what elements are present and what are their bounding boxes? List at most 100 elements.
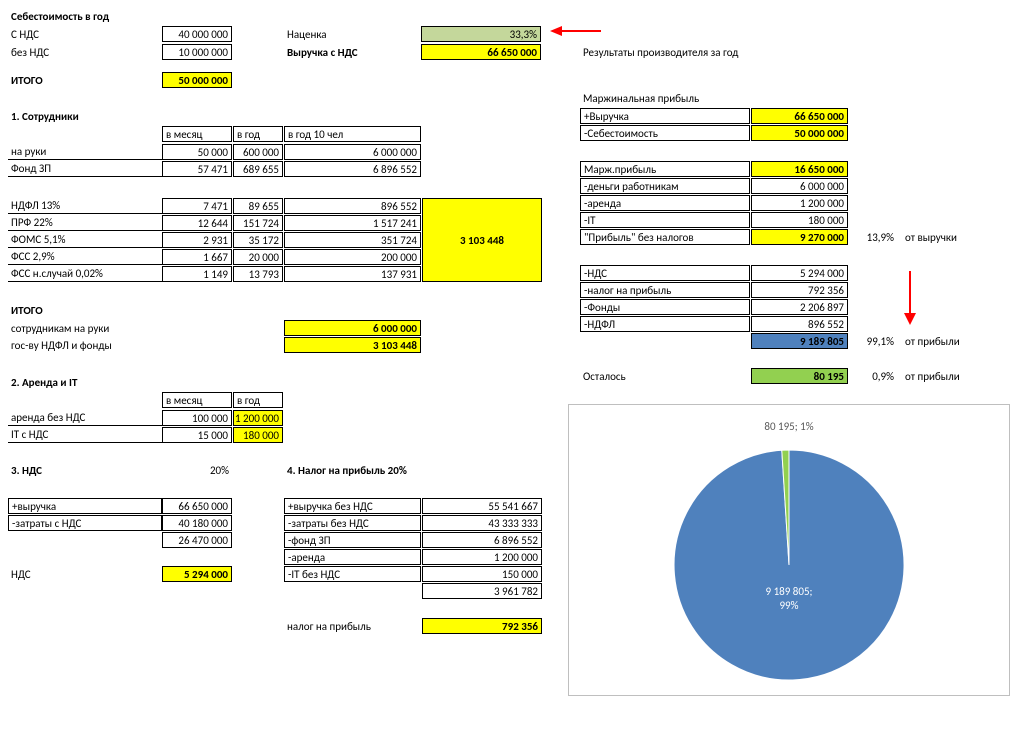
tax-label: ФОМС 5,1%: [8, 232, 162, 248]
emp-total-label: ИТОГО: [8, 302, 158, 318]
vat-result[interactable]: 5 294 000: [162, 566, 232, 582]
tax-label: ФСС 2,9%: [8, 249, 162, 265]
tax-m[interactable]: 7 471: [162, 198, 232, 214]
tax-label: НДФЛ 13%: [8, 198, 162, 214]
r-left-note: от прибыли: [902, 368, 992, 384]
emp-row-y10[interactable]: 6 896 552: [284, 161, 421, 177]
to-gov-label: гос-ву НДФЛ и фонды: [8, 337, 162, 353]
cost-total-label: ИТОГО: [8, 72, 108, 88]
r-left[interactable]: 80 195: [751, 368, 848, 384]
ptax-row-v[interactable]: 6 896 552: [422, 532, 542, 548]
r-rev-label: +Выручка: [580, 108, 750, 124]
tax-m[interactable]: 1 667: [162, 249, 232, 265]
r-it-label: -IT: [580, 212, 750, 228]
emp-h-year: в год: [233, 126, 283, 142]
r-margin[interactable]: 16 650 000: [751, 161, 848, 177]
vat-rev-label: +выручка: [8, 498, 162, 514]
r-workers[interactable]: 6 000 000: [751, 178, 848, 194]
it-y[interactable]: 180 000: [233, 427, 283, 443]
tax-y10[interactable]: 1 517 241: [284, 215, 421, 231]
to-hands[interactable]: 6 000 000: [284, 320, 421, 336]
ptax-row-v[interactable]: 43 333 333: [422, 515, 542, 531]
ptax-result-label: налог на прибыль: [284, 618, 421, 634]
tax-m[interactable]: 1 149: [162, 266, 232, 282]
r-ptax-label: -налог на прибыль: [580, 282, 750, 298]
r-rent[interactable]: 1 200 000: [751, 195, 848, 211]
tax-m[interactable]: 12 644: [162, 215, 232, 231]
cost-with-vat[interactable]: 40 000 000: [162, 26, 232, 42]
tax-y10[interactable]: 896 552: [284, 198, 421, 214]
emp-row-y[interactable]: 600 000: [233, 144, 283, 160]
vat-costs[interactable]: 40 180 000: [162, 515, 232, 531]
ptax-row-v[interactable]: 150 000: [422, 566, 542, 582]
cost-without-vat[interactable]: 10 000 000: [162, 44, 232, 60]
emp-h-year10: в год 10 чел: [284, 126, 421, 142]
cost-with-vat-label: С НДС: [8, 26, 108, 42]
emp-row-y10[interactable]: 6 000 000: [284, 144, 421, 160]
rev-value[interactable]: 66 650 000: [421, 44, 541, 60]
vat-rev[interactable]: 66 650 000: [162, 498, 232, 514]
ptax-row-label: -IT без НДС: [284, 566, 421, 582]
r-rev[interactable]: 66 650 000: [751, 108, 848, 124]
emp-title: 1. Сотрудники: [8, 108, 158, 124]
pie-label-99-a: 9 189 805;: [766, 585, 813, 598]
it-label: IT с НДС: [8, 427, 162, 443]
r-ndfl[interactable]: 896 552: [751, 316, 848, 332]
cost-title: Себестоимость в год: [8, 8, 164, 24]
r-margin-label: Марж.прибыль: [580, 161, 750, 177]
rent-m[interactable]: 100 000: [162, 410, 232, 426]
ptax-row-v[interactable]: 1 200 000: [422, 549, 542, 565]
emp-row-m[interactable]: 50 000: [162, 144, 232, 160]
tax-y10[interactable]: 200 000: [284, 249, 421, 265]
r-left-label: Осталось: [580, 368, 750, 384]
cost-total[interactable]: 50 000 000: [162, 72, 232, 88]
to-gov[interactable]: 3 103 448: [284, 337, 421, 353]
cost-without-vat-label: без НДС: [8, 44, 108, 60]
emp-row-m[interactable]: 57 471: [162, 161, 232, 177]
r-profit[interactable]: 9 270 000: [751, 229, 848, 245]
it-m[interactable]: 15 000: [162, 427, 232, 443]
emp-row-label: Фонд ЗП: [8, 161, 162, 177]
rev-label: Выручка с НДС: [284, 44, 404, 60]
rent-h-month: в месяц: [162, 392, 232, 408]
vat-diff[interactable]: 26 470 000: [162, 532, 232, 548]
r-rent-label: -аренда: [580, 195, 750, 211]
tax-y[interactable]: 89 655: [233, 198, 283, 214]
vat-costs-label: -затраты с НДС: [8, 515, 162, 531]
r-it[interactable]: 180 000: [751, 212, 848, 228]
tax-y[interactable]: 20 000: [233, 249, 283, 265]
tax-y[interactable]: 35 172: [233, 232, 283, 248]
r-vat[interactable]: 5 294 000: [751, 265, 848, 281]
tax-y10[interactable]: 137 931: [284, 266, 421, 282]
r-deductions-pct: 99,1%: [852, 333, 897, 349]
ptax-row-v[interactable]: 55 541 667: [422, 498, 542, 514]
taxes-sum[interactable]: 3 103 448: [422, 198, 542, 282]
tax-m[interactable]: 2 931: [162, 232, 232, 248]
emp-row-y[interactable]: 689 655: [233, 161, 283, 177]
r-funds-label: -Фонды: [580, 299, 750, 315]
to-hands-label: сотрудникам на руки: [8, 320, 162, 336]
tax-y[interactable]: 151 724: [233, 215, 283, 231]
ptax-row-label: -фонд ЗП: [284, 532, 421, 548]
r-ptax[interactable]: 792 356: [751, 282, 848, 298]
ptax-row-label: +выручка без НДС: [284, 498, 421, 514]
r-ndfl-label: -НДФЛ: [580, 316, 750, 332]
ptax-result[interactable]: 792 356: [422, 618, 542, 634]
r-cost[interactable]: 50 000 000: [751, 125, 848, 141]
r-vat-label: -НДС: [580, 265, 750, 281]
pie-chart-container: 80 195; 1% 9 189 805; 99%: [568, 404, 1010, 696]
vat-title: 3. НДС: [8, 462, 108, 478]
ptax-subtotal[interactable]: 3 961 782: [422, 583, 542, 599]
tax-y[interactable]: 13 793: [233, 266, 283, 282]
r-funds[interactable]: 2 206 897: [751, 299, 848, 315]
margin-title: Маржинальная прибыль: [580, 90, 840, 106]
r-deductions-total[interactable]: 9 189 805: [751, 333, 848, 349]
emp-row-label: на руки: [8, 144, 162, 160]
markup-value[interactable]: 33,3%: [421, 26, 541, 42]
tax-label: ПРФ 22%: [8, 215, 162, 231]
tax-label: ФСС н.случай 0,02%: [8, 266, 162, 282]
r-profit-label: "Прибыль" без налогов: [580, 229, 750, 245]
tax-y10[interactable]: 351 724: [284, 232, 421, 248]
rent-y[interactable]: 1 200 000: [233, 410, 283, 426]
pie-label-99-b: 99%: [779, 599, 798, 612]
